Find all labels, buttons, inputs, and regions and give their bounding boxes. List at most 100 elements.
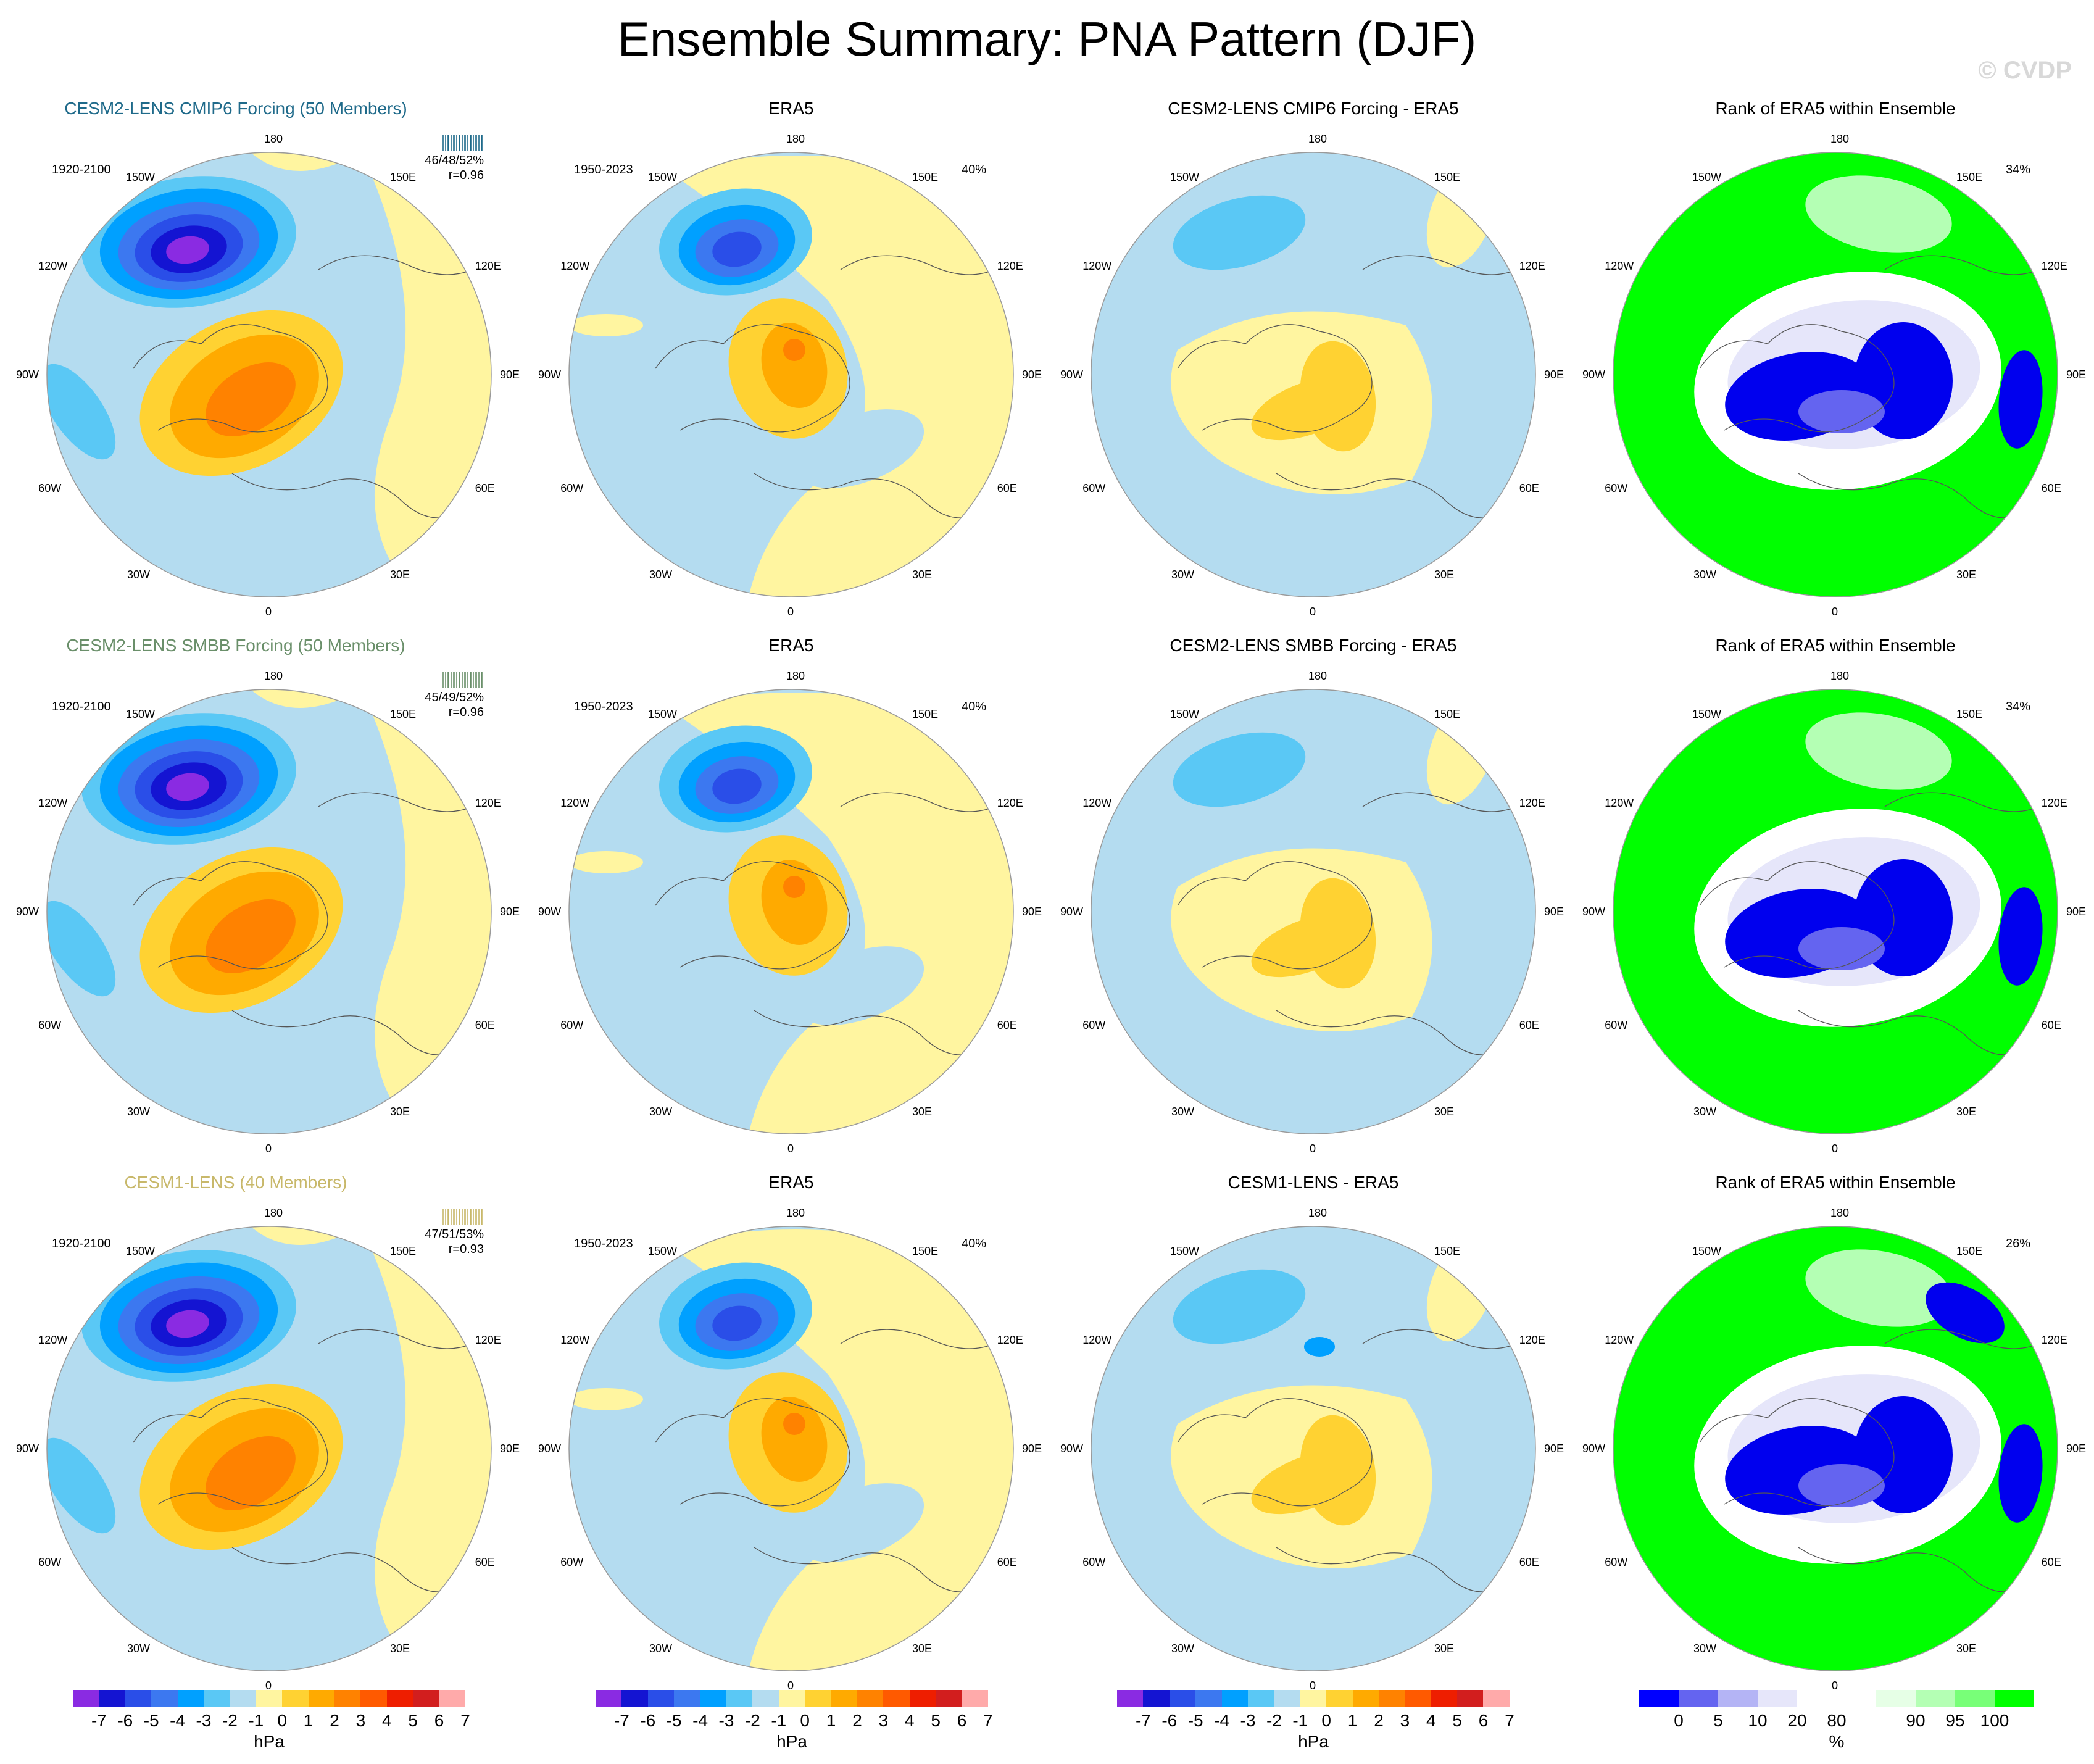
stats-correlation: r=0.96	[448, 705, 484, 719]
longitude-label: 180	[264, 670, 283, 682]
longitude-label: 90E	[1022, 1442, 1042, 1455]
rank-blue-zone-edge	[1998, 887, 2043, 986]
colorbar-unit: %	[1829, 1732, 1845, 1751]
colorbar-tick-label: 5	[408, 1711, 418, 1730]
contour-3	[712, 231, 762, 267]
longitude-label: 120W	[38, 1334, 68, 1346]
colorbar-swatch	[1995, 1690, 2034, 1707]
period-label: 1920-2100	[52, 1237, 111, 1250]
colorbar-tick-label: -1	[771, 1711, 787, 1730]
contour-2	[1251, 1450, 1363, 1515]
polar-map	[1613, 689, 2058, 1134]
colorbar-tick-label: 7	[460, 1711, 470, 1730]
rank-blue-zone-edge	[1998, 1424, 2043, 1523]
map-boundary	[46, 1226, 492, 1671]
colorbar-swatch	[1326, 1690, 1353, 1707]
positive-zone	[668, 689, 1013, 1134]
longitude-label: 0	[787, 1142, 794, 1155]
coastlines	[133, 792, 473, 1055]
field-layer	[1613, 152, 2058, 597]
longitude-label: 150W	[648, 708, 678, 721]
longitude-label: 150E	[1956, 708, 1983, 721]
field-layer	[47, 689, 491, 1134]
panel-diff-row-2: CESM2-LENS SMBB Forcing - ERA5 180 150E 120…	[1052, 636, 1575, 1173]
colorbar-tick-label: -4	[170, 1711, 186, 1730]
contour-6	[783, 1413, 805, 1435]
longitude-label: 90W	[16, 905, 39, 918]
longitude-label: 150W	[1170, 1245, 1200, 1258]
longitude-label: 120W	[1082, 260, 1112, 272]
longitude-label: 120E	[1519, 797, 1545, 809]
coastlines	[133, 1329, 473, 1592]
polar-map	[1091, 689, 1536, 1134]
longitude-label: 60E	[997, 1556, 1017, 1568]
contour-9	[47, 364, 116, 460]
field-layer	[569, 689, 1013, 1134]
longitude-label: 90E	[500, 905, 520, 918]
negative-zone-south	[207, 541, 355, 597]
contour-3	[712, 1305, 762, 1341]
contour-5	[761, 323, 828, 408]
longitude-label: 60W	[560, 1556, 584, 1568]
colorbar-tick-label: 7	[1505, 1711, 1514, 1730]
colorbar-tick-label: -6	[1161, 1711, 1178, 1730]
pattern-percent-label: 40%	[962, 700, 987, 714]
panel-title: Rank of ERA5 within Ensemble	[1715, 1173, 1956, 1192]
longitude-label: 30W	[127, 1642, 151, 1655]
longitude-label: 120W	[1605, 260, 1634, 272]
colorbar-swatch	[1378, 1690, 1405, 1707]
longitude-label: 90W	[1060, 905, 1084, 918]
longitude-label: 120W	[1082, 1334, 1112, 1346]
colorbar-tick-label: -2	[744, 1711, 760, 1730]
longitude-label: 30E	[1956, 568, 1977, 581]
longitude-label: 30E	[1434, 1105, 1455, 1118]
panel-model-row-1: CESM2-LENS CMIP6 Forcing (50 Members) 192…	[7, 99, 531, 636]
colorbar-tick-label: -3	[718, 1711, 734, 1730]
polar-map	[568, 152, 1014, 597]
colorbar-tick-label: 1	[303, 1711, 314, 1730]
colorbar-swatch	[621, 1690, 648, 1707]
longitude-label: 0	[265, 1679, 272, 1692]
colorbar-tick-label: 6	[1478, 1711, 1489, 1730]
colorbar-tick-label: 100	[1980, 1711, 2009, 1730]
colorbar-tick-label: 4	[1426, 1711, 1436, 1730]
colorbar-tick-label: 80	[1827, 1711, 1847, 1730]
field-layer	[569, 152, 1013, 597]
figure-title: Ensemble Summary: PNA Pattern (DJF)	[617, 12, 1477, 66]
colorbar-tick-label: -5	[1187, 1711, 1203, 1730]
colorbar-tick-label: 2	[1374, 1711, 1384, 1730]
ensemble-stats: 45/49/52% r=0.96	[378, 690, 484, 720]
longitude-label: 150E	[1434, 708, 1461, 721]
colorbar-swatch	[413, 1690, 439, 1707]
coastlines	[1699, 255, 2040, 518]
longitude-label: 180	[786, 670, 805, 682]
longitude-label: 30E	[912, 1105, 933, 1118]
longitude-label: 90W	[538, 368, 562, 381]
panel-title: ERA5	[768, 636, 814, 655]
contour-6	[783, 339, 805, 361]
positive-zone-west	[569, 851, 643, 873]
positive-zone-west	[569, 1388, 643, 1410]
polar-map	[568, 1226, 1014, 1671]
contour-6	[783, 876, 805, 898]
map-boundary	[568, 1226, 1014, 1671]
contour-8	[206, 362, 296, 436]
colorbar-tick-label: -1	[248, 1711, 264, 1730]
colorbar-tick-label: -7	[613, 1711, 629, 1730]
longitude-label: 150W	[1170, 171, 1200, 184]
longitude-label: 0	[1310, 605, 1316, 618]
longitude-label: 90W	[1060, 1442, 1084, 1455]
colorbar-tick-label: 1	[826, 1711, 836, 1730]
longitude-label: 120E	[475, 1334, 501, 1346]
contour-5	[166, 236, 209, 264]
longitude-label: 180	[1308, 1207, 1327, 1219]
panel-obs-row-2: ERA5 1950-2023 40% 180 150E 120E 90E 60E 30E 0 30W…	[530, 636, 1053, 1173]
longitude-label: 30W	[127, 1105, 151, 1118]
colorbar-tick-label: -5	[666, 1711, 682, 1730]
longitude-label: 60E	[2041, 1019, 2061, 1031]
longitude-label: 90E	[2066, 905, 2087, 918]
longitude-label: 150W	[1692, 171, 1722, 184]
longitude-label: 90E	[1544, 905, 1564, 918]
longitude-label: 150E	[912, 1245, 939, 1258]
colorbar-swatch	[1143, 1690, 1170, 1707]
